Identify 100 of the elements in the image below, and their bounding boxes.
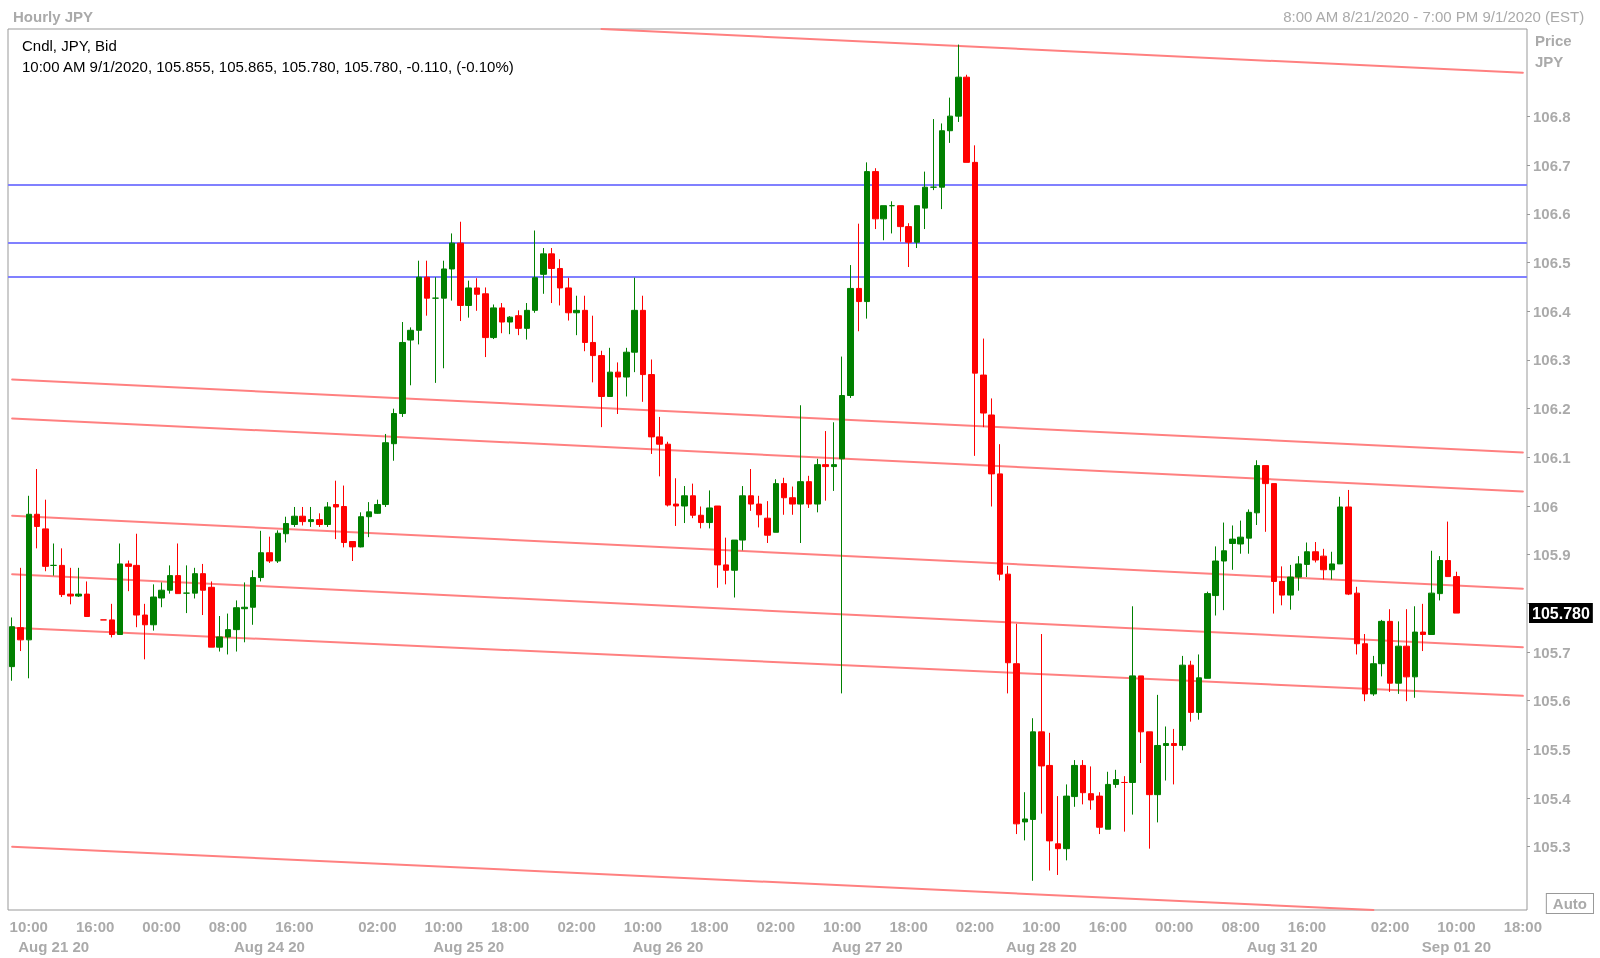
candlestick	[1246, 508, 1252, 555]
candlestick	[889, 200, 895, 234]
candlestick	[1254, 459, 1260, 526]
annotation: Cndl, JPY, Bid	[22, 37, 117, 54]
candlestick	[582, 295, 588, 352]
candlestick	[308, 506, 314, 528]
candlestick	[1329, 551, 1335, 580]
candlestick	[515, 309, 522, 336]
candlestick	[1138, 675, 1144, 764]
candlestick	[117, 542, 123, 636]
candlestick	[42, 499, 49, 572]
y-tick-label: 105.6	[1533, 692, 1571, 710]
candlestick	[183, 564, 190, 614]
x-tick-label: 18:00	[690, 917, 729, 935]
candlestick	[391, 408, 397, 462]
candlestick	[822, 430, 829, 502]
y-tick-label: 105.4	[1533, 789, 1572, 807]
candlestick	[1171, 728, 1177, 785]
candlestick	[407, 326, 414, 386]
candlestick	[988, 397, 995, 507]
candlestick	[1262, 465, 1269, 533]
candlestick	[690, 483, 696, 519]
candlestick	[465, 280, 472, 319]
y-tick-label: 106.8	[1533, 108, 1571, 126]
candlestick	[341, 485, 347, 548]
candlestick	[1196, 653, 1202, 721]
candlestick	[1403, 608, 1410, 702]
candlestick	[806, 475, 812, 509]
candlestick	[299, 506, 306, 526]
candlestick	[1188, 660, 1194, 723]
candlestick	[1163, 726, 1169, 782]
x-tick-label: 16:00	[75, 917, 115, 935]
candlestick	[84, 580, 90, 617]
candlestick	[432, 276, 439, 384]
x-tick-label: 00:00	[1155, 917, 1194, 935]
candlestick	[880, 205, 887, 241]
candlestick	[1395, 620, 1402, 695]
candlestick	[142, 603, 148, 660]
x-tick-label: Aug 31 20	[1246, 937, 1318, 955]
candlestick	[275, 529, 281, 564]
candlestick	[366, 501, 372, 538]
candlestick	[457, 221, 464, 322]
candlestick	[1437, 555, 1443, 601]
candlestick	[1271, 483, 1277, 615]
candlestick	[17, 567, 24, 652]
candlestick	[1221, 522, 1227, 611]
x-tick-label: 18:00	[491, 917, 530, 935]
candlestick	[673, 477, 679, 527]
y-tick-label: 106.7	[1533, 156, 1571, 174]
x-tick-label: 18:00	[1503, 917, 1543, 935]
chart-subtitle: 8:00 AM 8/21/2020 - 7:00 PM 9/1/2020 (EST)	[1283, 8, 1585, 25]
candlestick	[333, 480, 339, 540]
candlestick	[557, 258, 563, 306]
candlestick	[1129, 605, 1136, 816]
candlestick	[764, 500, 771, 544]
candlestick	[847, 264, 854, 399]
candlestick	[1030, 717, 1036, 882]
x-tick-label: 16:00	[1287, 917, 1327, 935]
candlestick	[723, 537, 729, 585]
candlestick	[449, 232, 455, 302]
candlestick	[1096, 791, 1103, 835]
candlestick	[9, 616, 15, 682]
candlestick	[748, 468, 754, 512]
candlestick	[208, 580, 215, 648]
candlestick	[1055, 795, 1061, 876]
candlestick	[781, 477, 787, 516]
candlestick	[75, 567, 82, 598]
x-tick-label: Aug 25 20	[433, 937, 505, 955]
x-tick-label: 08:00	[1221, 917, 1260, 935]
candlestick	[1013, 623, 1020, 835]
candlestick	[1345, 489, 1352, 596]
candlestick	[1005, 565, 1011, 694]
candlestick	[316, 512, 323, 528]
candlestick	[1146, 731, 1153, 850]
x-tick-label: 16:00	[1088, 917, 1128, 935]
candlestick	[34, 468, 40, 549]
candlestick	[482, 286, 489, 358]
y-tick-label: 106	[1533, 497, 1559, 515]
candlestick	[258, 530, 264, 582]
candlestick	[474, 277, 480, 312]
candlestick	[756, 495, 762, 528]
x-tick-label: 02:00	[756, 917, 795, 935]
candlestick	[424, 260, 430, 317]
y-tick-label: 106.1	[1533, 448, 1571, 466]
candlestick	[1022, 791, 1028, 841]
x-tick-label: 02:00	[358, 917, 397, 935]
text: 105.780	[1532, 604, 1590, 622]
candlestick	[698, 505, 704, 529]
candlestick	[416, 260, 422, 345]
candlestick	[972, 144, 978, 457]
x-tick-label: 16:00	[275, 917, 314, 935]
x-tick-label: 10:00	[9, 917, 48, 935]
candlestick	[831, 421, 837, 492]
candlestick	[607, 347, 613, 397]
candlestick	[1428, 550, 1435, 636]
y-tick-label: 106.6	[1533, 205, 1571, 223]
candlestick	[797, 404, 804, 544]
text: Auto	[1552, 895, 1587, 912]
candlestick	[1088, 765, 1094, 811]
candlestick	[939, 122, 945, 210]
